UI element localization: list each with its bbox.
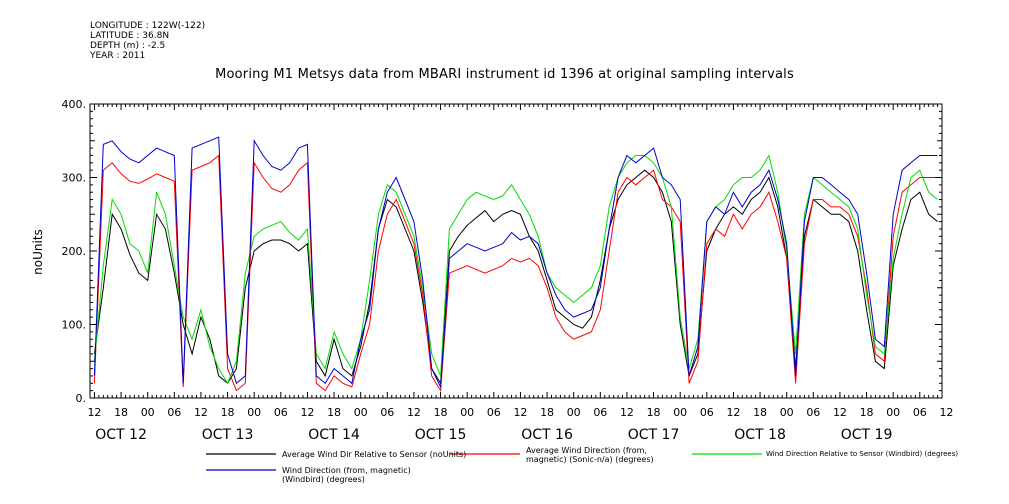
- x-tick-label: 12: [87, 406, 101, 419]
- longitude-label: LONGITUDE : 122W(-122): [90, 21, 206, 31]
- x-tick-label: 12: [939, 406, 953, 419]
- x-tick-label: 06: [380, 406, 394, 419]
- x-tick-label: 18: [540, 406, 554, 419]
- year-label: YEAR : 2011: [90, 51, 146, 61]
- x-tick-label: 00: [780, 406, 794, 419]
- x-tick-label: 00: [886, 406, 900, 419]
- y-tick-label: 300.: [62, 172, 87, 185]
- y-tick-label: 200.: [62, 245, 87, 258]
- x-tick-label: 06: [167, 406, 181, 419]
- x-day-label: OCT 12: [95, 427, 147, 443]
- legend: [206, 453, 762, 471]
- x-day-label: OCT 13: [202, 427, 254, 443]
- x-tick-label: 06: [487, 406, 501, 419]
- series-line-3: [93, 136, 938, 389]
- x-tick-label: 12: [194, 406, 208, 419]
- x-tick-label: 00: [141, 406, 155, 419]
- x-tick-label: 00: [567, 406, 581, 419]
- y-tick-label: 0.: [76, 392, 87, 405]
- series-line-2: [93, 154, 938, 385]
- series-line-1: [93, 154, 938, 393]
- plot-frame: [89, 103, 943, 399]
- x-day-label: OCT 15: [415, 427, 467, 443]
- x-tick-label: 06: [700, 406, 714, 419]
- x-tick-label: 18: [221, 406, 235, 419]
- x-tick-label: 06: [806, 406, 820, 419]
- x-tick-label: 12: [620, 406, 634, 419]
- x-day-label: OCT 18: [734, 427, 786, 443]
- x-tick-label: 00: [673, 406, 687, 419]
- legend-label-sensor-relative: Average Wind Dir Relative to Sensor (noU…: [282, 450, 467, 459]
- x-tick-label: 12: [833, 406, 847, 419]
- mooring-metadata: LONGITUDE : 122W(-122) LATITUDE : 36.8N …: [90, 21, 205, 61]
- x-tick-label: 12: [726, 406, 740, 419]
- y-tick-label: 400.: [62, 98, 87, 111]
- latitude-label: LATITUDE : 36.8N: [90, 31, 170, 41]
- x-tick-label: 06: [274, 406, 288, 419]
- y-tick-label: 100.: [62, 319, 87, 332]
- x-tick-label: 06: [913, 406, 927, 419]
- legend-label-windbird-relative: Wind Direction Relative to Sensor (Windb…: [766, 450, 959, 458]
- series-layer: [93, 136, 938, 393]
- depth-label: DEPTH (m) : -2.5: [90, 41, 166, 51]
- chart-title: Mooring M1 Metsys data from MBARI instru…: [215, 67, 794, 82]
- x-tick-label: 18: [114, 406, 128, 419]
- y-axis-label: noUnits: [31, 229, 45, 275]
- x-day-label: OCT 14: [308, 427, 360, 443]
- x-tick-label: 12: [407, 406, 421, 419]
- x-tick-label: 06: [593, 406, 607, 419]
- x-tick-label: 18: [647, 406, 661, 419]
- x-tick-label: 18: [753, 406, 767, 419]
- x-day-label: OCT 16: [521, 427, 573, 443]
- legend-label-windbird-direction: Wind Direction (from, magnetic) (Windbir…: [282, 466, 411, 484]
- x-day-label: OCT 17: [628, 427, 680, 443]
- x-tick-label: 18: [860, 406, 874, 419]
- x-tick-label: 00: [460, 406, 474, 419]
- legend-label-sonic-direction: Average Wind Direction (from, magnetic) …: [526, 446, 654, 464]
- x-tick-label: 00: [354, 406, 368, 419]
- x-tick-label: 12: [513, 406, 527, 419]
- x-tick-label: 18: [327, 406, 341, 419]
- x-tick-label: 00: [247, 406, 261, 419]
- x-tick-label: 12: [300, 406, 314, 419]
- x-day-label: OCT 19: [841, 427, 893, 443]
- x-tick-label: 18: [434, 406, 448, 419]
- axes-layer: 12 18 00 06 12 18 00 06 12 18 00 06 12 18 00 06 12 18 00 06…: [62, 98, 954, 443]
